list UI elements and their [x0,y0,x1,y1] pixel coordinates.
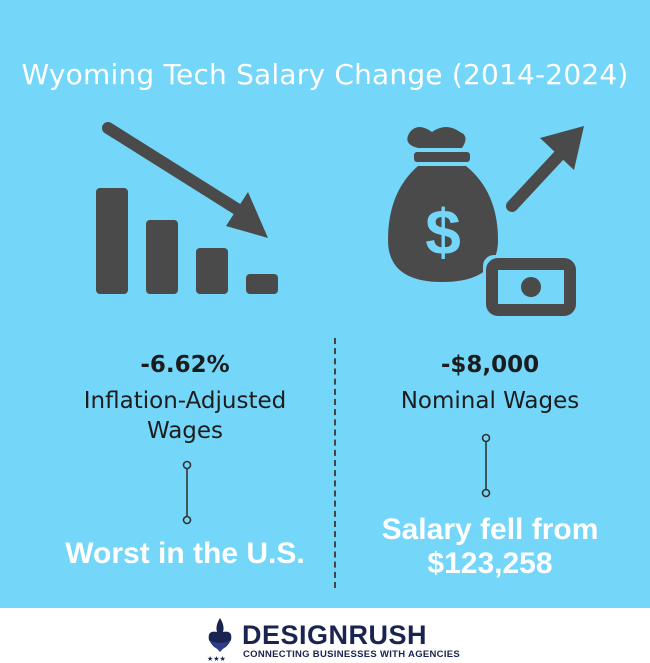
infographic-panel: Wyoming Tech Salary Change (2014-2024) $… [0,0,650,608]
right-callout-line1: Salary fell from [381,513,599,546]
left-stat-block: -6.62% Inflation-Adjusted Wages [60,352,310,446]
left-callout: Worst in the U.S. [65,537,305,570]
declining-bar-chart-icon [96,122,278,294]
right-callout: Salary fell from $123,258 [345,513,635,581]
right-callout-line2: $123,258 [427,547,553,580]
svg-text:$: $ [425,196,461,268]
page-title: Wyoming Tech Salary Change (2014-2024) [21,58,629,91]
inflation-adjusted-label-line2: Wages [146,418,224,444]
footer: ★★★ DESIGNRUSH CONNECTING BUSINESSES WIT… [0,608,650,663]
brand-tagline: CONNECTING BUSINESSES WITH AGENCIES [243,649,461,660]
nominal-wages-stat: -$8,000 [440,352,540,378]
right-connector [481,433,491,498]
dashed-divider [334,338,336,588]
nominal-wages-label: Nominal Wages [400,388,580,414]
brand-name: DESIGNRUSH [242,620,428,650]
inflation-adjusted-stat: -6.62% [140,352,230,378]
right-stat-block: -$8,000 Nominal Wages [365,352,615,416]
designrush-logo-icon: ★★★ [207,618,232,662]
inflation-adjusted-label-line1: Inflation-Adjusted [83,388,287,414]
left-connector [182,460,192,525]
money-bag-rising-icon: $ [388,126,584,319]
svg-text:★★★: ★★★ [207,655,226,662]
